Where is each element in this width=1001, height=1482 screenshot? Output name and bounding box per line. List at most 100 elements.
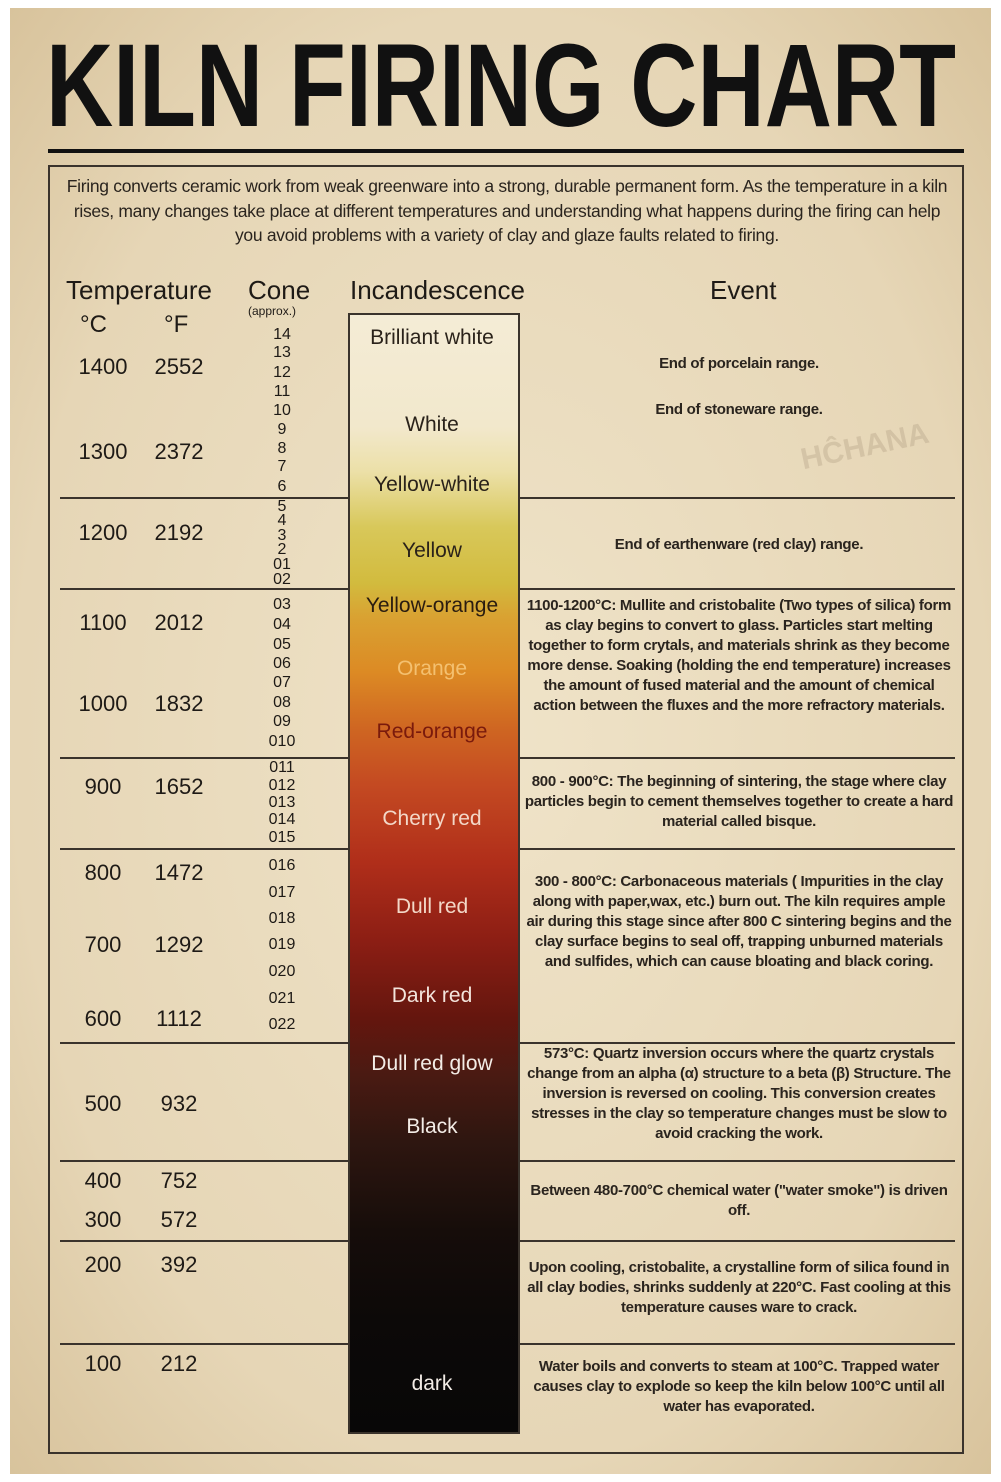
celsius-value: 1000 xyxy=(78,691,128,716)
column-header: (approx.) xyxy=(248,304,297,318)
fahrenheit-value: 932 xyxy=(160,1091,198,1116)
incandescence-label: Red-orange xyxy=(376,720,488,743)
incandescence-label: Yellow xyxy=(402,539,462,562)
title: KILN FIRING CHART xyxy=(46,20,956,148)
event-text: End of earthenware (red clay) range. xyxy=(614,536,864,553)
cone-number: 6 xyxy=(277,478,287,495)
column-header: °C xyxy=(80,311,107,338)
intro: Firing converts ceramic work from weak g… xyxy=(66,176,948,245)
cone-number: 3 xyxy=(277,527,287,544)
poster: KILN FIRING CHART Firing converts cerami… xyxy=(10,8,991,1474)
celsius-value: 1300 xyxy=(78,439,128,464)
cone-number: 01 xyxy=(273,556,291,573)
fahrenheit-value: 1112 xyxy=(156,1006,202,1031)
event-text: End of stoneware range. xyxy=(655,401,823,418)
event-text: Upon cooling, cristobalite, a crystallin… xyxy=(527,1259,951,1316)
incandescence-label: Brilliant white xyxy=(370,326,494,349)
incandescence-bar xyxy=(348,313,520,1434)
celsius-value: 100 xyxy=(84,1351,122,1376)
cone-number: 05 xyxy=(273,636,291,653)
celsius-value: 700 xyxy=(84,932,122,957)
incandescence-label: Black xyxy=(406,1115,458,1138)
cone-number: 018 xyxy=(268,910,296,927)
fahrenheit-value: 2012 xyxy=(154,610,204,635)
celsius-value: 1100 xyxy=(79,610,127,635)
column-header: Incandescence xyxy=(350,275,525,305)
event-text: 300 - 800°C: Carbonaceous materials ( Im… xyxy=(526,873,952,970)
incandescence-label: Yellow-white xyxy=(374,473,490,496)
fahrenheit-value: 572 xyxy=(160,1207,198,1232)
cone-number: 11 xyxy=(273,383,291,400)
fahrenheit-value: 392 xyxy=(160,1252,198,1277)
cone-number: 017 xyxy=(268,884,296,901)
column-header: °F xyxy=(164,311,189,338)
fahrenheit-value: 1292 xyxy=(154,932,204,957)
cone-number: 013 xyxy=(268,794,296,811)
title-area: KILN FIRING CHART xyxy=(46,20,956,148)
cone-number: 5 xyxy=(277,498,287,515)
cone-number: 06 xyxy=(273,655,291,672)
cone-number: 8 xyxy=(277,440,287,457)
incandescence-label: Cherry red xyxy=(382,807,482,830)
celsius-value: 900 xyxy=(84,774,122,799)
cone-number: 7 xyxy=(277,458,287,475)
column-header: Temperature xyxy=(66,275,212,305)
cone-number: 014 xyxy=(268,811,296,828)
incandescence-label: Dark red xyxy=(391,984,473,1007)
cone-number: 9 xyxy=(277,421,287,438)
celsius-value: 500 xyxy=(84,1091,122,1116)
cone-number: 022 xyxy=(268,1016,296,1033)
cone-number: 07 xyxy=(273,674,291,691)
celsius-value: 300 xyxy=(84,1207,122,1232)
celsius-value: 1400 xyxy=(78,354,128,379)
fahrenheit-value: 2552 xyxy=(154,354,204,379)
cone-number: 019 xyxy=(268,936,296,953)
cone-number: 10 xyxy=(273,402,291,419)
incandescence-label: Orange xyxy=(396,657,468,680)
fahrenheit-value: 2372 xyxy=(154,439,204,464)
event-text: 573°C: Quartz inversion occurs where the… xyxy=(527,1045,951,1142)
incandescence-label: Yellow-orange xyxy=(365,594,499,617)
event-text: 800 - 900°C: The beginning of sintering,… xyxy=(524,773,954,830)
fahrenheit-value: 212 xyxy=(160,1351,198,1376)
cone-number: 04 xyxy=(273,616,291,633)
celsius-value: 200 xyxy=(84,1252,122,1277)
fahrenheit-value: 2192 xyxy=(154,520,204,545)
fahrenheit-value: 1652 xyxy=(154,774,204,799)
cone-number: 012 xyxy=(268,777,296,794)
cone-number: 016 xyxy=(268,857,296,874)
incandescence-label: White xyxy=(405,413,459,436)
cone-number: 011 xyxy=(269,759,295,776)
incandescence-label: dark xyxy=(411,1372,453,1395)
event-text: Between 480-700°C chemical water ("water… xyxy=(530,1182,948,1219)
incandescence-label: Dull red glow xyxy=(371,1052,493,1075)
cone-number: 12 xyxy=(273,364,291,381)
celsius-value: 800 xyxy=(84,860,122,885)
fahrenheit-value: 752 xyxy=(160,1168,198,1193)
frame xyxy=(48,165,964,1454)
fahrenheit-value: 1472 xyxy=(154,860,204,885)
cone-number: 13 xyxy=(273,344,291,361)
title-rule xyxy=(48,149,964,153)
event-text: 1100-1200°C: Mullite and cristobalite (T… xyxy=(526,597,952,714)
cone-number: 021 xyxy=(268,990,296,1007)
cone-number: 015 xyxy=(268,829,296,846)
cone-number: 020 xyxy=(268,963,296,980)
cone-number: 010 xyxy=(268,733,296,750)
column-header: Cone xyxy=(248,275,311,305)
incandescence-label: Dull red xyxy=(395,895,469,918)
celsius-value: 600 xyxy=(84,1006,122,1031)
event-text: End of porcelain range. xyxy=(659,355,819,372)
cone-number: 14 xyxy=(273,326,291,343)
celsius-value: 1200 xyxy=(78,520,128,545)
cone-number: 08 xyxy=(273,694,291,711)
column-header: Event xyxy=(710,275,777,305)
event-text: Water boils and converts to steam at 100… xyxy=(533,1358,945,1415)
cone-number: 2 xyxy=(277,541,287,558)
cone-number: 02 xyxy=(273,571,291,588)
fahrenheit-value: 1832 xyxy=(154,691,204,716)
celsius-value: 400 xyxy=(84,1168,122,1193)
cone-number: 4 xyxy=(277,512,287,529)
cone-number: 03 xyxy=(273,596,291,613)
